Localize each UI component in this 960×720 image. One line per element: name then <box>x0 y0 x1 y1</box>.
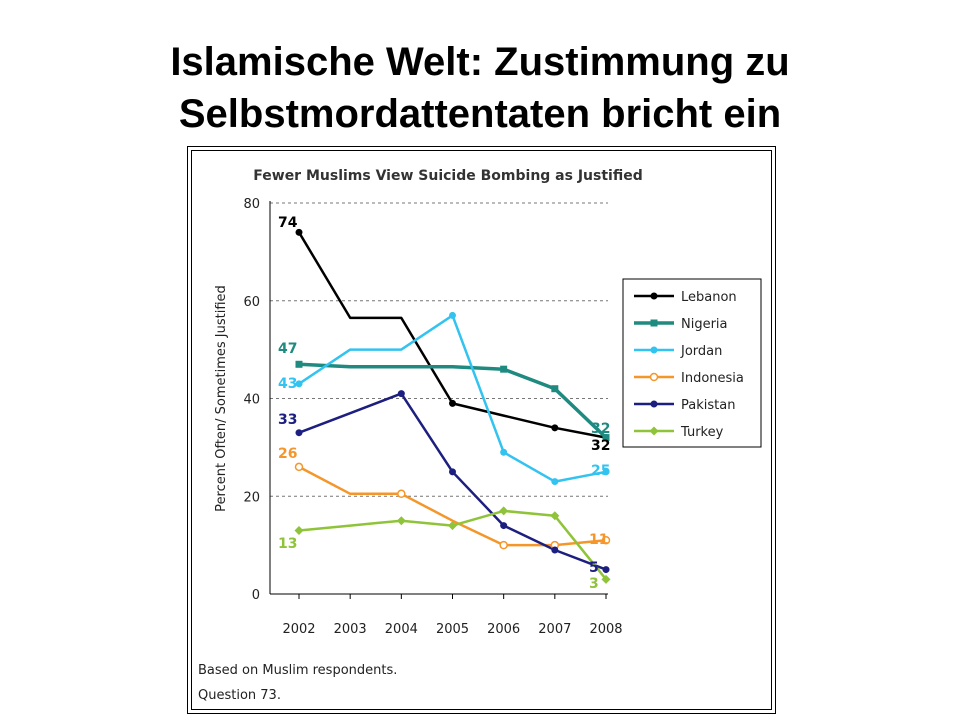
end-value-label-indonesia: 11 <box>589 532 608 548</box>
start-value-label-jordan: 43 <box>278 376 297 392</box>
data-point-pakistan <box>397 390 405 398</box>
legend-label-indonesia: Indonesia <box>681 371 744 386</box>
legend-marker-nigeria <box>650 319 658 327</box>
legend-box <box>622 278 762 448</box>
data-point-indonesia <box>397 489 406 499</box>
legend-marker-lebanon <box>650 292 658 300</box>
data-point-jordan <box>500 448 508 456</box>
y-tick-label: 40 <box>243 393 260 408</box>
start-value-label-nigeria: 47 <box>278 341 297 357</box>
data-point-turkey <box>601 574 611 584</box>
start-value-label-lebanon: 74 <box>278 215 298 231</box>
start-value-label-pakistan: 33 <box>278 412 297 428</box>
data-point-pakistan <box>449 468 456 476</box>
legend-marker-pakistan <box>650 400 658 408</box>
x-tick-label: 2003 <box>334 622 367 637</box>
chart-title: Fewer Muslims View Suicide Bombing as Ju… <box>253 168 642 184</box>
data-point-lebanon <box>551 424 559 432</box>
chart-note: Question 73. <box>198 688 281 703</box>
legend-label-turkey: Turkey <box>680 425 724 440</box>
data-point-lebanon <box>449 399 456 407</box>
data-point-turkey <box>448 521 457 531</box>
slide-title: Islamische Welt: Zustimmung zu Selbstmor… <box>0 36 960 140</box>
data-point-pakistan <box>500 522 508 530</box>
data-point-turkey <box>499 506 509 516</box>
series-line-indonesia <box>298 465 607 547</box>
data-point-jordan <box>551 478 559 486</box>
slide-title-line-1: Islamische Welt: Zustimmung zu <box>170 40 790 84</box>
data-point-indonesia <box>294 462 304 472</box>
data-point-turkey <box>396 516 406 526</box>
data-point-jordan <box>602 468 610 476</box>
data-point-pakistan <box>602 566 610 574</box>
end-value-label-turkey: 3 <box>589 576 599 592</box>
x-tick-label: 2008 <box>589 622 622 637</box>
y-tick-label: 80 <box>243 197 260 212</box>
data-point-nigeria <box>551 385 559 393</box>
x-tick-label: 2004 <box>385 622 418 637</box>
x-tick-label: 2005 <box>436 622 469 637</box>
legend-label-lebanon: Lebanon <box>681 290 737 305</box>
chart-note: Based on Muslim respondents. <box>198 663 397 678</box>
data-point-nigeria <box>500 365 508 373</box>
data-point-indonesia <box>601 535 611 545</box>
slide-title-line-2: Selbstmordattentaten bricht ein <box>178 92 782 136</box>
data-point-nigeria <box>295 360 303 368</box>
y-tick-label: 0 <box>252 588 260 603</box>
end-value-label-pakistan: 5 <box>589 560 599 576</box>
data-point-lebanon <box>295 228 303 236</box>
legend-marker-indonesia <box>649 372 659 382</box>
y-axis-label: Percent Often/ Sometimes Justified <box>214 285 229 512</box>
legend-label-pakistan: Pakistan <box>681 398 735 413</box>
data-point-indonesia <box>499 540 508 550</box>
start-value-label-turkey: 13 <box>278 536 297 552</box>
chart-image: Fewer Muslims View Suicide Bombing as Ju… <box>187 146 776 714</box>
data-point-pakistan <box>551 546 559 554</box>
data-point-pakistan <box>295 429 303 437</box>
data-point-nigeria <box>602 434 610 442</box>
x-tick-label: 2002 <box>282 622 315 637</box>
x-tick-label: 2007 <box>538 622 571 637</box>
data-point-turkey <box>294 525 304 535</box>
legend-label-jordan: Jordan <box>680 344 722 359</box>
data-point-turkey <box>550 511 560 521</box>
legend-marker-jordan <box>650 346 658 354</box>
end-value-label-lebanon: 32 <box>591 438 610 454</box>
legend-label-nigeria: Nigeria <box>681 317 728 332</box>
start-value-label-indonesia: 26 <box>278 446 297 462</box>
y-tick-label: 20 <box>243 490 260 505</box>
end-value-label-jordan: 25 <box>591 463 610 479</box>
data-point-jordan <box>449 311 456 319</box>
x-tick-label: 2006 <box>487 622 520 637</box>
y-tick-label: 60 <box>243 295 260 310</box>
legend-marker-turkey <box>649 426 659 436</box>
data-point-jordan <box>295 380 303 388</box>
end-value-label-nigeria: 32 <box>591 421 610 437</box>
line-chart: Fewer Muslims View Suicide Bombing as Ju… <box>198 168 762 703</box>
